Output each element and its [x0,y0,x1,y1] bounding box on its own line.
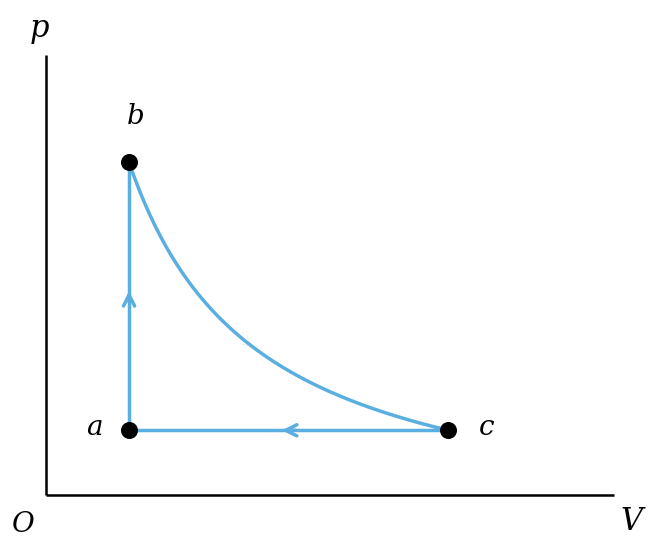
Text: b: b [126,103,145,130]
Text: O: O [12,511,35,538]
Text: p: p [30,14,49,44]
Point [124,158,134,166]
Text: a: a [86,414,102,441]
Text: c: c [479,414,494,441]
Point [443,426,454,435]
Text: V: V [621,506,643,537]
Point [124,426,134,435]
